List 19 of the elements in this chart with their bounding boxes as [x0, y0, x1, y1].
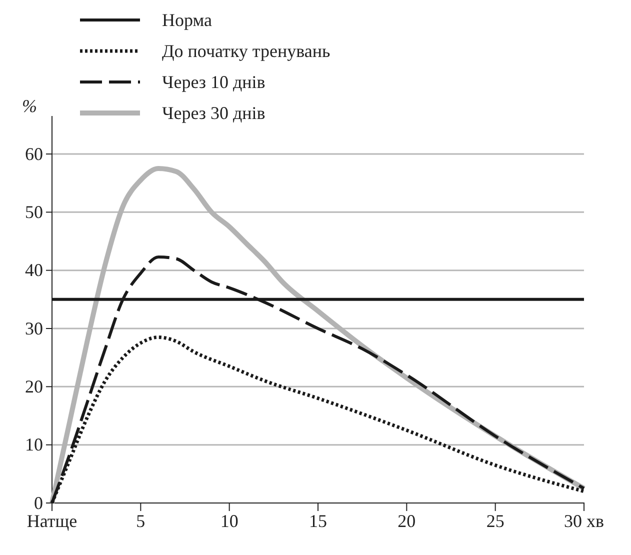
x-tick-label: 25 [486, 510, 504, 531]
x-tick-label: 10 [220, 510, 238, 531]
x-tick-label: Натще [26, 510, 78, 531]
legend-label: Норма [162, 10, 212, 30]
y-tick-label: 30 [25, 318, 43, 338]
legend-label: До початку тренувань [162, 41, 330, 61]
x-tick-label: 15 [309, 510, 327, 531]
y-tick-label: 60 [25, 144, 43, 164]
y-tick-label: 50 [25, 202, 43, 222]
y-tick-label: 10 [25, 434, 43, 455]
x-tick-label: 30 хв [564, 510, 604, 531]
y-axis-title: % [22, 96, 37, 116]
y-tick-label: 20 [25, 376, 43, 396]
legend-label: Через 30 днів [162, 103, 266, 123]
x-tick-label: 5 [136, 510, 146, 531]
legend-label: Через 10 днів [162, 72, 266, 92]
y-tick-label: 40 [25, 260, 43, 280]
y-tick-label: 0 [34, 492, 43, 513]
x-tick-label: 20 [398, 510, 416, 531]
